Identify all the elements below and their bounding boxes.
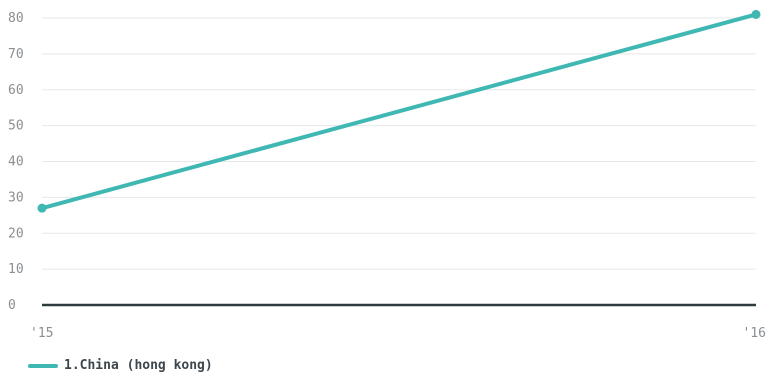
data-point (38, 204, 47, 213)
x-tick-label: '16 (743, 326, 766, 341)
y-axis: 0 10 20 30 40 50 60 70 80 (8, 11, 24, 313)
gridlines (42, 18, 756, 269)
y-tick-label: 30 (8, 190, 24, 205)
y-tick-label: 50 (8, 119, 24, 134)
y-tick-label: 60 (8, 83, 24, 98)
data-point (752, 10, 761, 19)
legend: 1.China (hong kong) (28, 358, 213, 373)
series-line (42, 14, 756, 208)
legend-label-series-1: 1.China (hong kong) (64, 358, 213, 373)
y-tick-label: 40 (8, 155, 24, 170)
y-tick-label: 80 (8, 11, 24, 26)
y-tick-label: 0 (8, 298, 16, 313)
y-tick-label: 20 (8, 226, 24, 241)
series-layer (38, 10, 761, 213)
legend-swatch (28, 364, 58, 368)
y-tick-label: 70 (8, 47, 24, 62)
line-chart: 0 10 20 30 40 50 60 70 80 '15 '16 (0, 0, 768, 350)
y-tick-label: 10 (8, 262, 24, 277)
x-axis: '15 '16 (30, 305, 766, 341)
x-tick-label: '15 (30, 326, 53, 341)
